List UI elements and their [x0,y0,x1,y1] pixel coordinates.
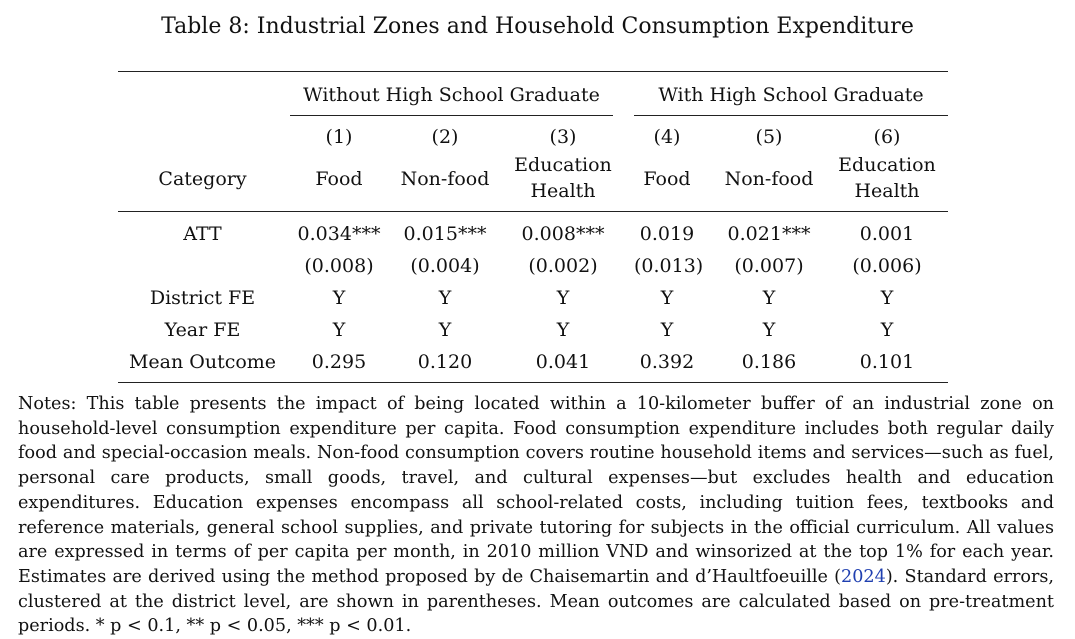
table-cell: (0.006) [852,255,922,277]
table-cell: 0.392 [639,351,695,373]
table-cell: 0.021*** [727,223,811,245]
bottom-rule [118,382,948,383]
row-header-category: Category [158,168,247,190]
top-rule [118,71,948,72]
table-cell: (0.013) [634,255,704,277]
col-name-6-line2: Health [854,180,920,202]
table-cell: 0.034*** [297,223,381,245]
notes-text-before: Notes: This table presents the impact of… [18,394,1054,587]
col-name-4: Food [643,168,691,190]
group-rule-with [634,115,948,116]
group-header-with-hs: With High School Graduate [658,84,924,106]
table-cell: 0.101 [859,351,915,373]
row-label-year-fe: Year FE [164,319,241,341]
col-name-3-line2: Health [530,180,596,202]
table-cell: 0.019 [639,223,695,245]
table-cell: Y [660,287,674,309]
table-cell: Y [880,287,894,309]
group-rule-without [290,115,613,116]
table-cell: 0.015*** [403,223,487,245]
table-cell: Y [556,287,570,309]
table-cell: (0.002) [528,255,598,277]
table-cell: Y [660,319,674,341]
table-cell: 0.295 [311,351,367,373]
table-cell: 0.120 [417,351,473,373]
header-rule [118,211,948,212]
col-number-4: (4) [653,126,681,148]
table-cell: 0.008*** [521,223,605,245]
table-cell: Y [332,287,346,309]
row-label-att: ATT [183,223,222,245]
table-cell: 0.186 [741,351,797,373]
table-caption: Table 8: Industrial Zones and Household … [161,14,914,39]
table-cell: Y [762,287,776,309]
col-name-5: Non-food [724,168,814,190]
row-label-district-fe: District FE [149,287,256,309]
table-cell: (0.004) [410,255,480,277]
table-notes: Notes: This table presents the impact of… [18,392,1054,639]
row-label-mean-outcome: Mean Outcome [128,351,277,373]
citation-link-2024[interactable]: 2024 [841,566,886,587]
table-cell: Y [880,319,894,341]
col-name-2: Non-food [400,168,490,190]
table-cell: 0.001 [859,223,915,245]
table-cell: Y [556,319,570,341]
col-number-3: (3) [549,126,577,148]
table-cell: 0.041 [535,351,591,373]
group-header-without-hs: Without High School Graduate [303,84,600,106]
col-number-2: (2) [431,126,459,148]
col-name-6-line1: Education [838,154,936,176]
col-number-6: (6) [873,126,901,148]
table-cell: Y [762,319,776,341]
table-cell: (0.008) [304,255,374,277]
col-number-1: (1) [325,126,353,148]
table-cell: Y [438,319,452,341]
table-cell: Y [332,319,346,341]
table-cell: (0.007) [734,255,804,277]
col-name-1: Food [315,168,363,190]
col-name-3-line1: Education [514,154,612,176]
table-cell: Y [438,287,452,309]
col-number-5: (5) [755,126,783,148]
